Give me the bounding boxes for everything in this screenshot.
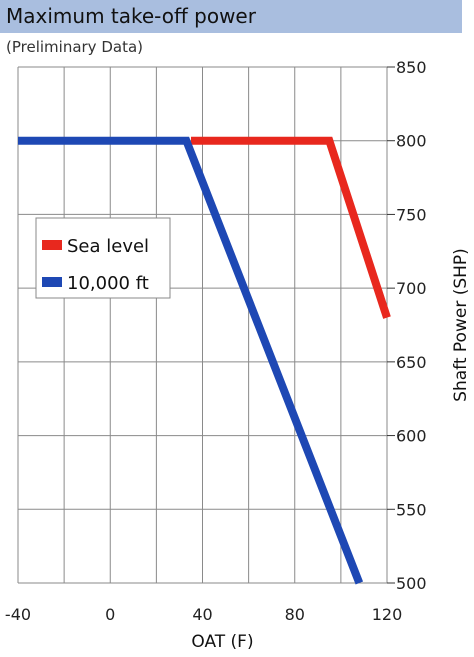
legend-label: 10,000 ft [67,273,149,294]
x-tick-label: 80 [285,605,305,624]
legend-label: Sea level [67,236,149,257]
x-tick-label: 0 [105,605,115,624]
y-tick-label: 800 [396,132,427,151]
series-line-sea-level [190,136,391,319]
y-tick-label: 850 [396,58,427,77]
x-tick-label: 120 [372,605,403,624]
y-tick-label: 500 [396,574,427,593]
y-tick-label: 700 [396,279,427,298]
y-axis-label: Shaft Power (SHP) [451,248,471,402]
x-tick-label: -40 [5,605,31,624]
x-axis-label: OAT (F) [191,632,253,652]
x-tick-label: 40 [192,605,212,624]
y-tick-label: 750 [396,205,427,224]
x-tick-labels: -40 0 40 80 120 [5,605,402,624]
series-line-10000-ft [18,136,364,585]
chart-subtitle: (Preliminary Data) [6,38,143,56]
legend: Sea level 10,000 ft [35,217,171,299]
y-tick-label: 650 [396,353,427,372]
y-tick-labels: 500 550 600 650 700 750 800 850 [396,58,427,593]
series-lines [18,136,391,585]
title-bar [0,0,462,33]
legend-swatch [42,240,62,250]
chart-title: Maximum take-off power [6,4,256,28]
y-tick-label: 550 [396,500,427,519]
y-tick-label: 600 [396,427,427,446]
legend-swatch [42,277,62,287]
